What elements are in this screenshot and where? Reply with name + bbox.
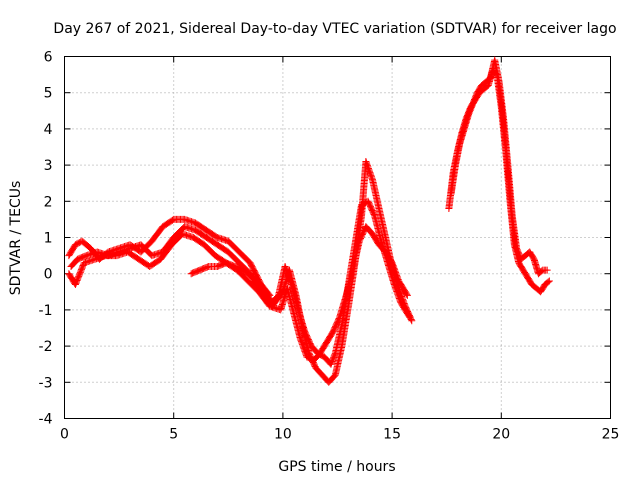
series-arc-4 (187, 259, 274, 299)
data-point-marker (408, 317, 416, 325)
series-arc-3 (65, 223, 411, 365)
series-arc-6 (447, 56, 551, 278)
x-tick-label: 10 (274, 427, 292, 443)
chart-title: Day 267 of 2021, Sidereal Day-to-day VTE… (53, 21, 616, 37)
x-tick-label: 20 (492, 427, 510, 443)
y-tick-label: 5 (44, 86, 53, 102)
y-axis-label: SDTVAR / TECUs (8, 181, 24, 296)
y-tick-label: -2 (39, 339, 53, 355)
data-point-marker (265, 290, 273, 298)
data-point-marker (407, 315, 415, 323)
data-point-marker (368, 174, 376, 182)
y-tick-label: 3 (44, 158, 53, 174)
y-tick-label: 4 (44, 122, 53, 138)
x-tick-label: 25 (602, 427, 620, 443)
y-tick-label: 0 (44, 267, 53, 283)
data-point-marker (403, 291, 411, 299)
data-marks-layer (65, 56, 553, 386)
x-tick-label: 15 (383, 427, 401, 443)
y-tick-label: -3 (39, 375, 53, 391)
data-point-marker (545, 277, 553, 285)
y-tick-label: 2 (44, 194, 53, 210)
y-tick-label: -4 (39, 412, 53, 428)
x-axis-label: GPS time / hours (278, 459, 395, 475)
data-point-marker (266, 291, 274, 299)
data-point-marker (403, 290, 411, 298)
y-tick-label: 1 (44, 231, 53, 247)
x-tick-label: 5 (169, 427, 178, 443)
y-tick-label: 6 (44, 50, 53, 66)
data-point-marker (544, 278, 552, 286)
x-tick-label: 0 (60, 427, 69, 443)
data-point-marker (543, 266, 551, 274)
y-tick-label: -1 (39, 303, 53, 319)
tick-layer: 0 5 10 15 20 25 -4 -3 -2 -1 0 1 2 3 4 5 6 (39, 50, 620, 443)
